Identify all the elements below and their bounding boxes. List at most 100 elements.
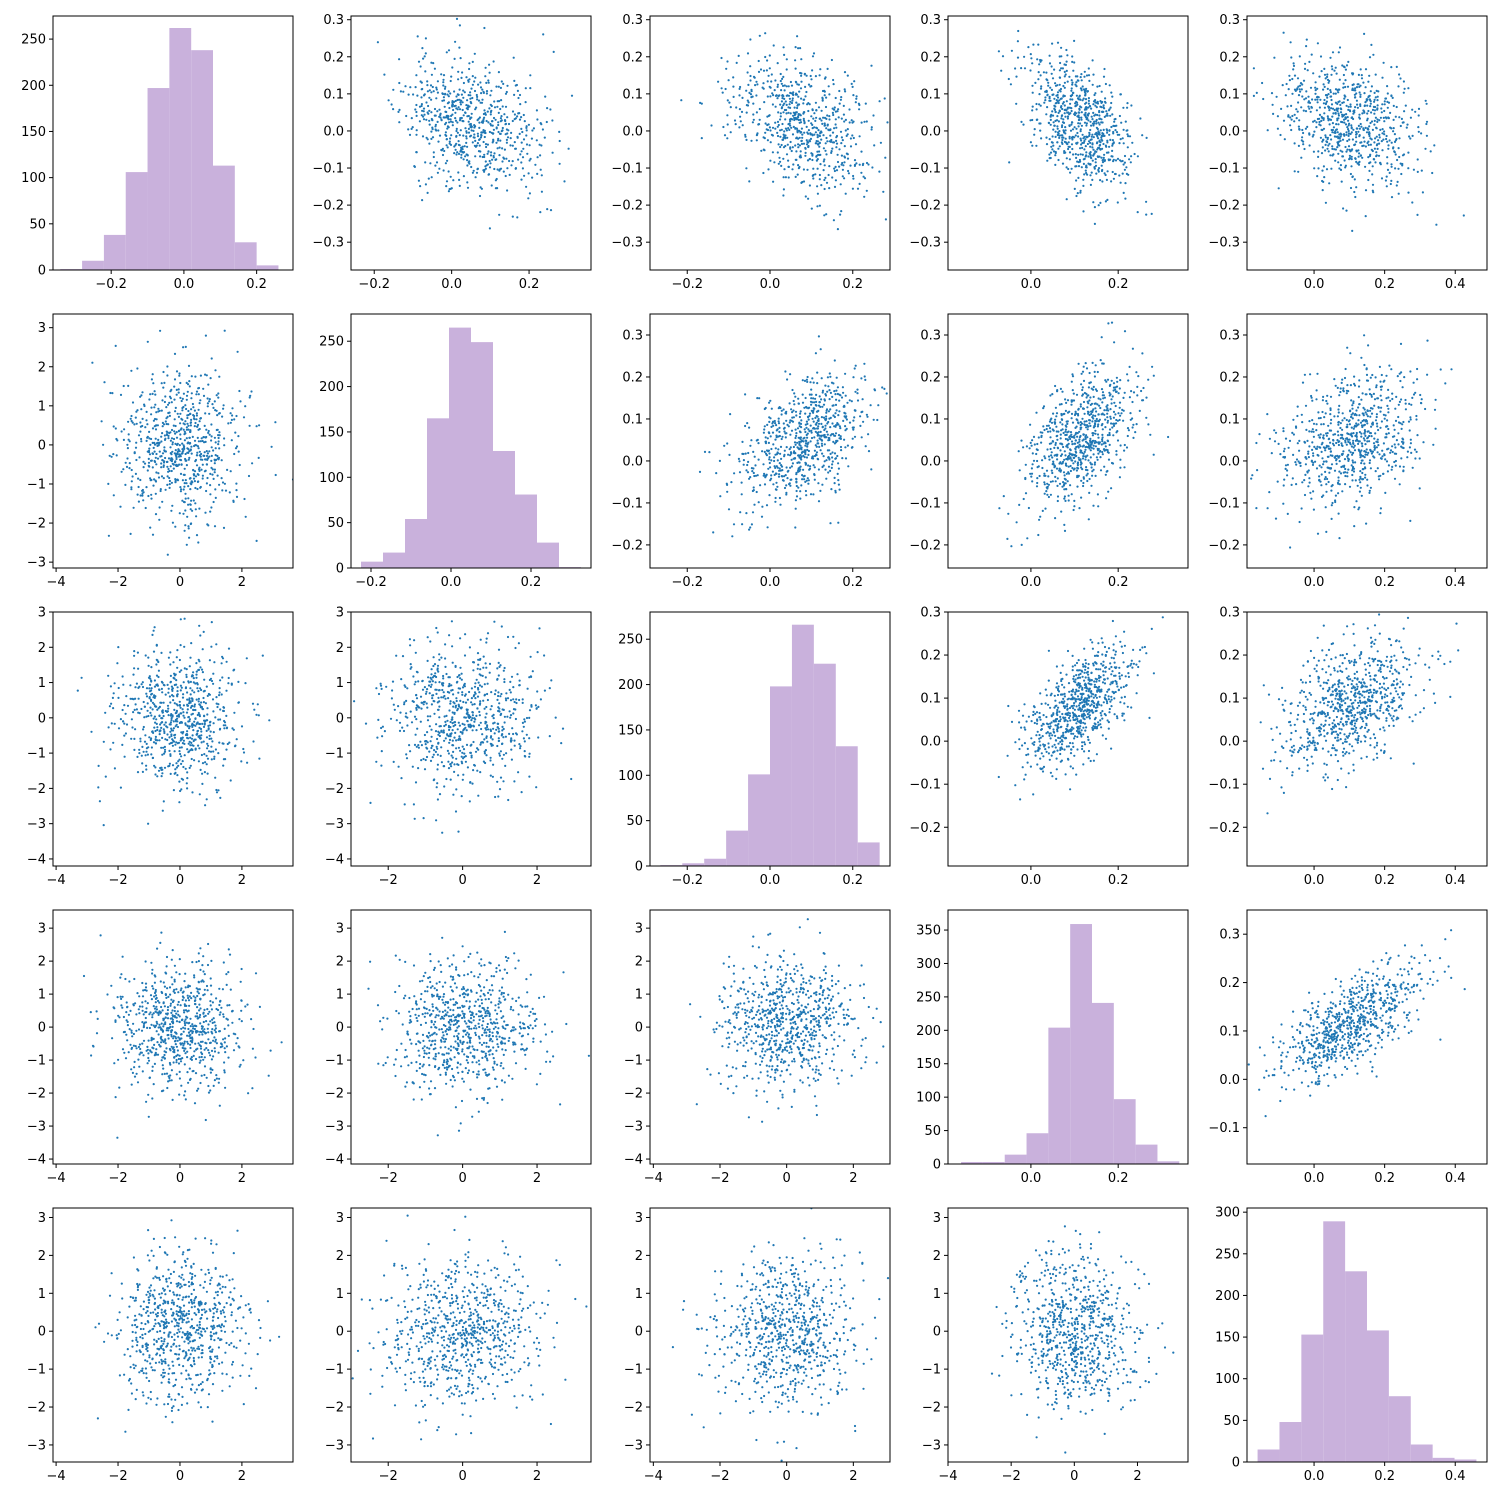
scatter-point — [1101, 110, 1104, 113]
scatter-point — [146, 340, 149, 343]
scatter-point — [792, 399, 795, 403]
histogram-bar — [537, 542, 559, 568]
scatter-point — [823, 164, 826, 167]
scatter-point — [1100, 156, 1103, 159]
scatter-point — [1042, 405, 1046, 408]
scatter-point — [1111, 144, 1114, 147]
scatter-point — [867, 433, 870, 436]
scatter-point — [476, 98, 479, 101]
scatter-point — [1349, 172, 1352, 176]
scatter-point — [1056, 115, 1059, 118]
scatter-point — [1345, 104, 1348, 107]
scatter-point — [150, 437, 153, 441]
scatter-point — [207, 383, 210, 386]
scatter-point — [1348, 122, 1351, 125]
scatter-point — [1023, 67, 1027, 70]
scatter-point — [498, 154, 501, 157]
scatter-point — [744, 452, 747, 455]
scatter-point — [757, 501, 760, 504]
scatter-point — [1384, 97, 1387, 100]
scatter-point — [767, 74, 770, 77]
scatter-point — [805, 479, 808, 482]
scatter-point — [1411, 134, 1414, 137]
scatter-point — [1386, 168, 1390, 171]
scatter-point — [470, 129, 473, 132]
scatter-point — [532, 127, 536, 130]
scatter-point — [181, 409, 184, 412]
scatter-point — [185, 482, 188, 485]
scatter-point — [448, 121, 451, 124]
scatter-point — [149, 393, 152, 396]
scatter-point — [1380, 111, 1383, 114]
scatter-point — [773, 473, 776, 476]
scatter-point — [456, 151, 459, 154]
scatter-point — [206, 405, 209, 408]
scatter-point — [800, 458, 803, 461]
scatter-point — [1065, 433, 1068, 436]
scatter-point — [851, 187, 855, 190]
scatter-point — [831, 147, 834, 150]
scatter-point — [1329, 134, 1332, 137]
scatter-point — [546, 208, 549, 211]
scatter-point — [803, 131, 806, 134]
scatter-point — [852, 120, 855, 123]
scatter-point — [392, 108, 395, 111]
scatter-point — [1293, 142, 1296, 145]
y-tick-label: −0.3 — [909, 236, 941, 251]
scatter-point — [782, 427, 786, 430]
scatter-point — [845, 427, 848, 430]
scatter-point — [765, 69, 769, 72]
x-tick-label: −4 — [47, 575, 66, 590]
scatter-point — [1328, 182, 1331, 185]
scatter-point — [1366, 112, 1369, 115]
scatter-point — [872, 418, 875, 421]
scatter-point — [1370, 111, 1373, 114]
scatter-point — [1376, 118, 1379, 121]
scatter-point — [836, 422, 839, 425]
scatter-point — [1312, 72, 1315, 75]
scatter-point — [431, 85, 434, 89]
scatter-point — [169, 452, 172, 455]
scatter-point — [479, 186, 482, 189]
scatter-point — [1343, 97, 1346, 100]
scatter-point — [770, 407, 773, 410]
scatter-point — [1075, 104, 1078, 107]
scatter-point — [1399, 124, 1402, 128]
scatter-point — [154, 424, 158, 427]
scatter-point — [242, 416, 246, 419]
scatter-point — [1351, 138, 1354, 141]
plot-area — [1252, 31, 1465, 232]
scatter-point — [1047, 475, 1050, 478]
scatter-point — [745, 111, 748, 114]
scatter-point — [802, 468, 805, 471]
scatter-point — [506, 132, 509, 135]
scatter-point — [467, 80, 470, 83]
scatter-point — [847, 169, 850, 173]
scatter-point — [739, 85, 742, 89]
scatter-point — [1092, 453, 1095, 456]
scatter-point — [1367, 156, 1370, 159]
scatter-point — [525, 126, 528, 129]
scatter-point — [1102, 156, 1105, 159]
scatter-point — [220, 477, 223, 480]
scatter-point — [1046, 159, 1049, 162]
scatter-point — [769, 435, 772, 438]
scatter-point — [1331, 128, 1334, 132]
scatter-point — [1104, 173, 1107, 177]
scatter-point — [1390, 163, 1393, 166]
scatter-point — [1060, 403, 1063, 406]
scatter-point — [809, 137, 813, 140]
scatter-point — [1066, 107, 1069, 110]
scatter-point — [185, 381, 188, 384]
scatter-point — [154, 513, 158, 516]
scatter-point — [1314, 92, 1317, 95]
scatter-point — [197, 408, 200, 411]
scatter-point — [837, 434, 841, 437]
scatter-point — [1042, 425, 1045, 428]
scatter-point — [161, 399, 164, 402]
scatter-point — [175, 436, 179, 439]
scatter-point — [751, 511, 755, 514]
scatter-point — [1101, 121, 1104, 124]
scatter-point — [206, 476, 209, 480]
scatter-point — [1059, 61, 1062, 65]
